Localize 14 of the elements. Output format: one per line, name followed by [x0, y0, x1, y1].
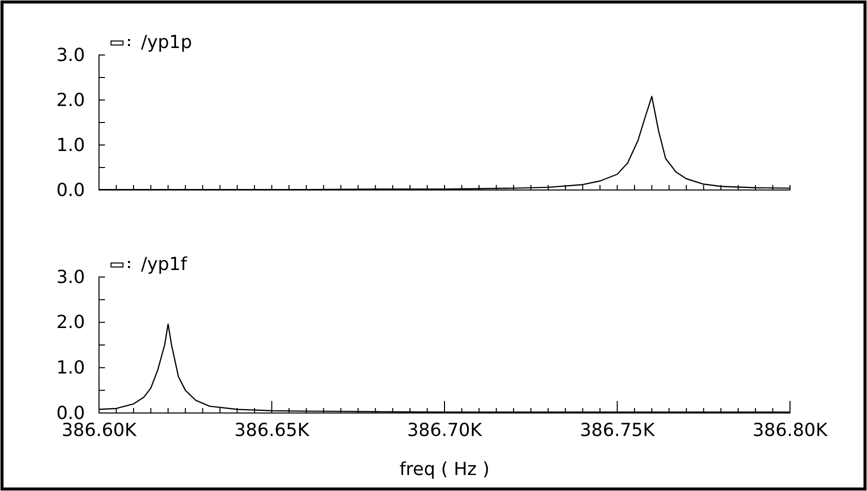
- x-tick-label: 386.80K: [752, 420, 829, 441]
- x-axis-title: freq ( Hz ): [399, 459, 490, 480]
- y-tick-label: 1.0: [56, 357, 85, 378]
- x-tick-label: 386.75K: [580, 420, 656, 441]
- x-tick-label: 386.65K: [234, 420, 310, 441]
- y-tick-label: 2.0: [56, 312, 85, 334]
- y-tick-label: 3.0: [56, 44, 85, 66]
- y-tick-label: 1.0: [56, 134, 85, 156]
- y-tick-label: 0.0: [56, 180, 85, 201]
- legend-label: /yp1f: [141, 254, 188, 275]
- y-tick-label: 2.0: [56, 90, 85, 111]
- legend-label: /yp1p: [141, 32, 192, 53]
- y-tick-label: 3.0: [56, 266, 85, 288]
- x-tick-label: 386.70K: [407, 420, 484, 441]
